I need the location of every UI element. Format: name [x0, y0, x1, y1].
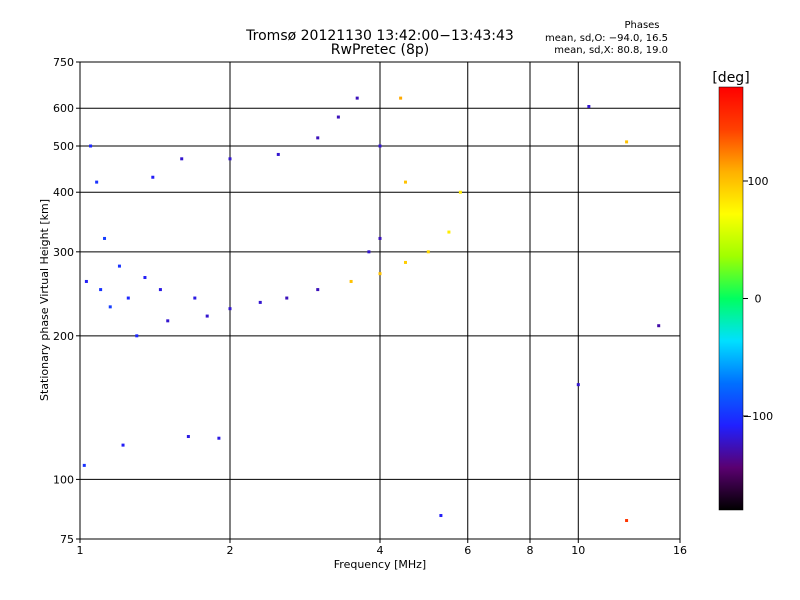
data-point [349, 279, 353, 283]
legend-stat-o: mean, sd,O: −94.0, 16.5 [545, 33, 668, 44]
data-point [95, 180, 99, 184]
data-point [180, 157, 184, 161]
data-point [166, 319, 170, 323]
y-tick-label: 500 [53, 140, 74, 153]
x-axis-label: Frequency [MHz] [334, 558, 426, 571]
data-point [126, 296, 130, 300]
data-point [316, 136, 320, 140]
chart-title: Tromsø 20121130 13:42:00−13:43:43 [245, 28, 514, 44]
y-axis-label: Stationary phase Virtual Height [km] [38, 199, 51, 401]
data-points [82, 96, 661, 523]
data-point [99, 288, 103, 292]
data-point [89, 144, 93, 148]
data-point [103, 236, 107, 240]
x-axis-ticks: 1 2 4 6 8 10 16 [77, 539, 687, 557]
grid [80, 62, 680, 539]
data-point [657, 324, 661, 328]
x-tick-label: 6 [464, 544, 471, 557]
data-point [378, 144, 382, 148]
data-point [625, 519, 629, 523]
x-tick-label: 16 [673, 544, 687, 557]
data-point [151, 175, 155, 179]
data-point [403, 180, 407, 184]
data-point [205, 314, 209, 318]
legend-header: Phases [624, 20, 659, 31]
colorbar-ticks: 100 0 −100 [743, 175, 773, 423]
data-point [403, 260, 407, 264]
x-tick-label: 4 [377, 544, 384, 557]
data-point [84, 279, 88, 283]
data-point [378, 272, 382, 276]
data-point [336, 115, 340, 119]
data-point [625, 140, 629, 144]
colorbar [718, 86, 744, 511]
x-tick-label: 10 [571, 544, 585, 557]
x-tick-label: 2 [227, 544, 234, 557]
colorbar-tick-label: 100 [748, 175, 769, 188]
y-tick-label: 300 [53, 246, 74, 259]
data-point [82, 463, 86, 467]
y-tick-label: 75 [60, 533, 74, 546]
data-point [576, 383, 580, 387]
data-point [458, 190, 462, 194]
data-point [316, 288, 320, 292]
data-point [121, 443, 125, 447]
data-point [439, 514, 443, 518]
data-point [355, 96, 359, 100]
data-point [135, 334, 139, 338]
data-point [228, 157, 232, 161]
data-point [193, 296, 197, 300]
y-tick-label: 600 [53, 102, 74, 115]
data-point [228, 307, 232, 311]
data-point [217, 436, 221, 440]
y-tick-label: 750 [53, 56, 74, 69]
data-point [378, 236, 382, 240]
y-tick-label: 400 [53, 186, 74, 199]
data-point [285, 296, 289, 300]
data-point [276, 152, 280, 156]
chart-subtitle: RwPretec (8p) [331, 42, 429, 58]
legend-stat-x: mean, sd,X: 80.8, 19.0 [554, 45, 668, 56]
colorbar-tick-label: 0 [755, 293, 762, 306]
data-point [117, 264, 121, 268]
data-point [108, 305, 112, 309]
data-point [158, 288, 162, 292]
colorbar-label: [deg] [712, 70, 749, 86]
x-tick-label: 1 [77, 544, 84, 557]
colorbar-tick-label: −100 [743, 410, 773, 423]
x-tick-label: 8 [527, 544, 534, 557]
data-point [186, 435, 190, 439]
data-point [426, 250, 430, 254]
y-axis-ticks: 75 100 200 300 400 500 600 750 [53, 56, 80, 546]
data-point [367, 250, 371, 254]
y-tick-label: 200 [53, 330, 74, 343]
data-point [258, 300, 262, 304]
data-point [399, 96, 403, 100]
data-point [587, 105, 591, 109]
data-point [143, 276, 147, 280]
y-tick-label: 100 [53, 473, 74, 486]
data-point [447, 230, 451, 234]
